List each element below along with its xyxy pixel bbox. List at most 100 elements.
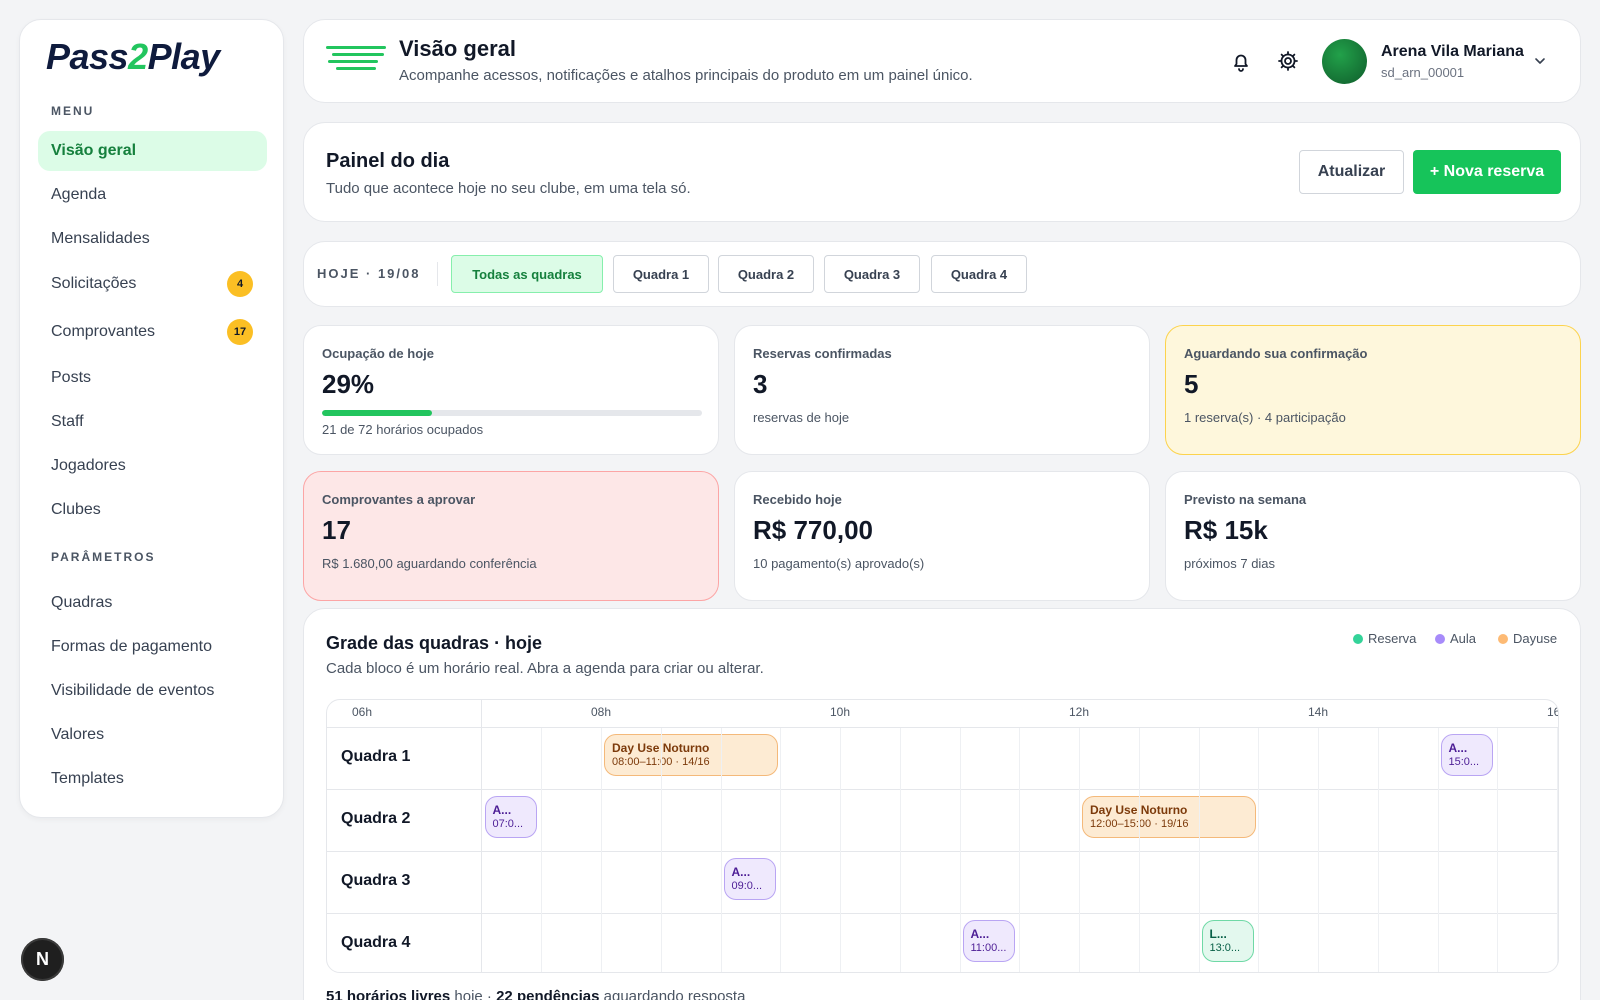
court-row: Quadra 2 A... 07:0... Day Use Noturno 12:00–…: [327, 790, 1558, 852]
sidebar-item-mensalidades[interactable]: Mensalidades: [38, 219, 267, 259]
legend-item-reserva: Reserva: [1353, 631, 1416, 646]
logo[interactable]: Pass2Play: [46, 36, 220, 77]
occupancy-card[interactable]: Ocupação de hoje 29% 21 de 72 horários ocu…: [303, 325, 719, 455]
court-name: Quadra 4: [341, 934, 411, 951]
progress-fill: [322, 410, 433, 416]
sidebar-item-label: Jogadores: [51, 457, 126, 474]
sidebar-item-posts[interactable]: Posts: [38, 358, 267, 398]
sidebar-item-formas-de-pagamento[interactable]: Formas de pagamento: [38, 627, 267, 667]
grid-line: [1258, 728, 1260, 972]
sidebar-item-visao-geral[interactable]: Visão geral: [38, 131, 267, 171]
booking-block-aula[interactable]: A... 15:0...: [1440, 734, 1493, 776]
divider: [437, 262, 438, 286]
legend-dot: [1435, 633, 1445, 644]
stat-sub: próximos 7 dias: [1184, 556, 1276, 571]
time-tick: 14h: [1307, 705, 1329, 719]
block-time: 08:00–11:00 · 14/16: [612, 756, 710, 768]
stat-value: 5: [1184, 369, 1199, 399]
court-name: Quadra 1: [341, 748, 411, 765]
stat-value: 3: [753, 369, 768, 399]
time-tick: 12h: [1068, 705, 1090, 719]
stat-value: R$ 15k: [1184, 515, 1268, 545]
free-slots-count: 51 horários livres: [326, 988, 451, 1000]
grid-line: [720, 728, 722, 972]
grid-line: [1557, 728, 1558, 972]
chevron-down-icon[interactable]: [1532, 53, 1548, 69]
new-reservation-button[interactable]: + Nova reserva: [1413, 150, 1561, 194]
confirmed-card[interactable]: Reservas confirmadas 3 reservas de hoje: [734, 325, 1150, 455]
court-grid-card: Grade das quadras · hoje Cada bloco é um…: [303, 608, 1581, 1000]
forecast-card[interactable]: Previsto na semana R$ 15k próximos 7 dias: [1165, 471, 1581, 601]
day-panel: Painel do dia Tudo que acontece hoje no …: [303, 122, 1581, 222]
legend-item-dayuse: Dayuse: [1498, 631, 1557, 646]
next-dev-badge[interactable]: N: [21, 938, 64, 981]
sidebar-item-solicitacoes[interactable]: Solicitações 4: [38, 264, 267, 304]
avatar[interactable]: [1322, 39, 1367, 84]
schedule-grid[interactable]: 06h08h10h12h14h16h18h20h22h24h Quadra 1D…: [326, 699, 1559, 973]
grid-line: [840, 728, 841, 972]
time-tick: 06h: [351, 705, 373, 719]
grid-line: [899, 728, 901, 972]
court-filter-bar: HOJE · 19/08 Todas as quadras Quadra 1 Qua…: [303, 241, 1581, 307]
occupancy-progress-bar: [322, 410, 702, 416]
sidebar-item-staff[interactable]: Staff: [38, 402, 267, 442]
time-tick: 08h: [590, 705, 612, 719]
booking-block-aula[interactable]: A... 09:0...: [723, 858, 776, 900]
booking-block-reserva[interactable]: L... 13:0...: [1201, 920, 1254, 962]
booking-block-dayuse[interactable]: Day Use Noturno 08:00–11:00 · 14/16: [604, 734, 778, 776]
filter-chip-quadra-1[interactable]: Quadra 1: [613, 255, 709, 293]
stat-label: Reservas confirmadas: [753, 346, 892, 361]
refresh-button[interactable]: Atualizar: [1299, 150, 1404, 194]
stat-sub: reservas de hoje: [753, 410, 850, 425]
grid-line: [601, 728, 602, 972]
grid-line: [1318, 728, 1319, 972]
stat-value: 29%: [322, 369, 375, 399]
block-title: A...: [1448, 741, 1468, 755]
block-time: 09:0...: [731, 880, 763, 892]
block-title: A...: [492, 803, 512, 817]
sidebar-item-label: Visão geral: [51, 142, 137, 159]
block-time: 12:00–15:00 · 19/16: [1090, 818, 1189, 830]
stat-sub: 1 reserva(s) · 4 participação: [1184, 410, 1346, 425]
sidebar-item-agenda[interactable]: Agenda: [38, 175, 267, 215]
sidebar: Pass2Play MENU Visão geral Agenda Mensalid…: [19, 19, 284, 818]
sidebar-item-label: Templates: [51, 770, 124, 787]
stat-value: 17: [322, 515, 351, 545]
filter-chip-todas-as-quadras[interactable]: Todas as quadras: [451, 255, 603, 293]
received-card[interactable]: Recebido hoje R$ 770,00 10 pagamento(s) ap…: [734, 471, 1150, 601]
menu-section-label: MENU: [51, 104, 95, 118]
sidebar-item-label: Formas de pagamento: [51, 638, 212, 655]
sidebar-item-comprovantes[interactable]: Comprovantes 17: [38, 312, 267, 352]
booking-block-aula[interactable]: A... 11:00...: [962, 920, 1015, 962]
filter-chip-quadra-3[interactable]: Quadra 3: [824, 255, 920, 293]
court-row: Quadra 1 Day Use Noturno 08:00–11:00 · 14/…: [327, 728, 1558, 790]
stat-label: Aguardando sua confirmação: [1184, 346, 1368, 361]
sidebar-item-visibilidade-de-eventos[interactable]: Visibilidade de eventos: [38, 671, 267, 711]
gear-icon[interactable]: [1276, 49, 1300, 73]
params-section-label: PARÂMETROS: [51, 550, 156, 564]
pending-suffix: aguardando resposta: [599, 988, 746, 1000]
sidebar-item-valores[interactable]: Valores: [38, 715, 267, 755]
grid-line: [660, 728, 662, 972]
block-title: A...: [970, 927, 990, 941]
awaiting-card[interactable]: Aguardando sua confirmação 5 1 reserva(s) …: [1165, 325, 1581, 455]
filter-chip-quadra-4[interactable]: Quadra 4: [931, 255, 1027, 293]
page-title: Visão geral: [399, 36, 516, 61]
filter-chip-quadra-2[interactable]: Quadra 2: [718, 255, 814, 293]
sidebar-item-label: Posts: [51, 369, 92, 386]
sidebar-item-clubes[interactable]: Clubes: [38, 490, 267, 530]
sidebar-item-label: Quadras: [51, 594, 113, 611]
block-title: L...: [1209, 927, 1227, 941]
receipts-card[interactable]: Comprovantes a aprovar 17 R$ 1.680,00 agua…: [303, 471, 719, 601]
court-row: Quadra 3A...09:0...Day Use Noturno16:00–…: [327, 852, 1558, 914]
sidebar-item-jogadores[interactable]: Jogadores: [38, 446, 267, 486]
booking-block-dayuse[interactable]: Day Use Noturno 12:00–15:00 · 19/16: [1082, 796, 1256, 838]
booking-block-aula[interactable]: A... 07:0...: [484, 796, 537, 838]
block-title: A...: [731, 865, 751, 879]
sidebar-item-templates[interactable]: Templates: [38, 759, 267, 799]
sidebar-item-label: Clubes: [51, 501, 101, 518]
block-time: 11:00...: [970, 942, 1007, 954]
sidebar-item-quadras[interactable]: Quadras: [38, 583, 267, 623]
bell-icon[interactable]: [1229, 49, 1253, 73]
legend-dot: [1353, 633, 1363, 644]
